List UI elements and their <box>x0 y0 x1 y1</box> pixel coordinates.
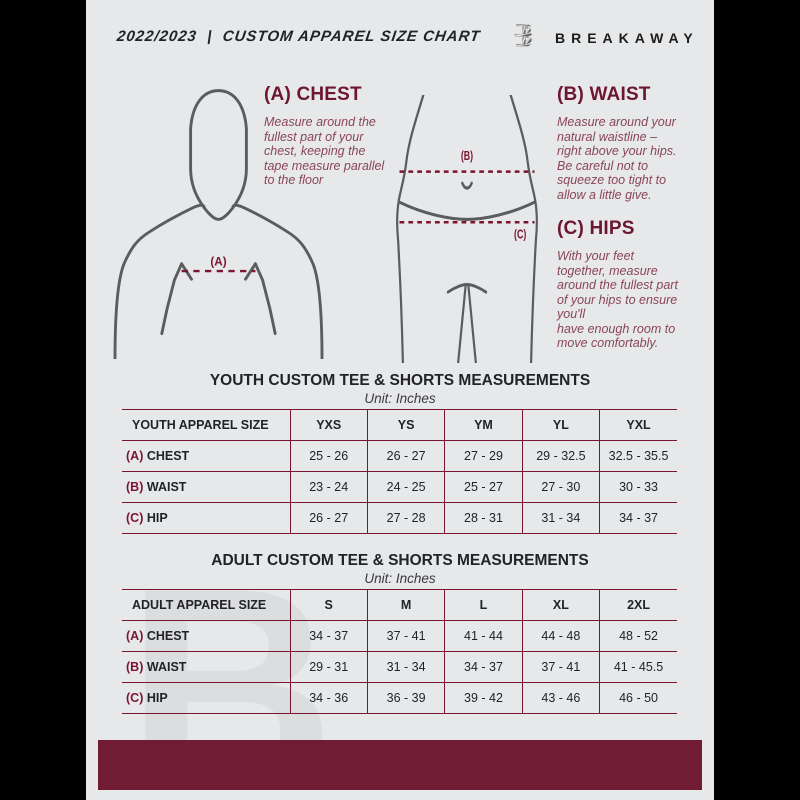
svg-text:(C): (C) <box>514 228 527 242</box>
svg-text:(A): (A) <box>210 256 226 269</box>
svg-text:(B): (B) <box>461 150 474 164</box>
